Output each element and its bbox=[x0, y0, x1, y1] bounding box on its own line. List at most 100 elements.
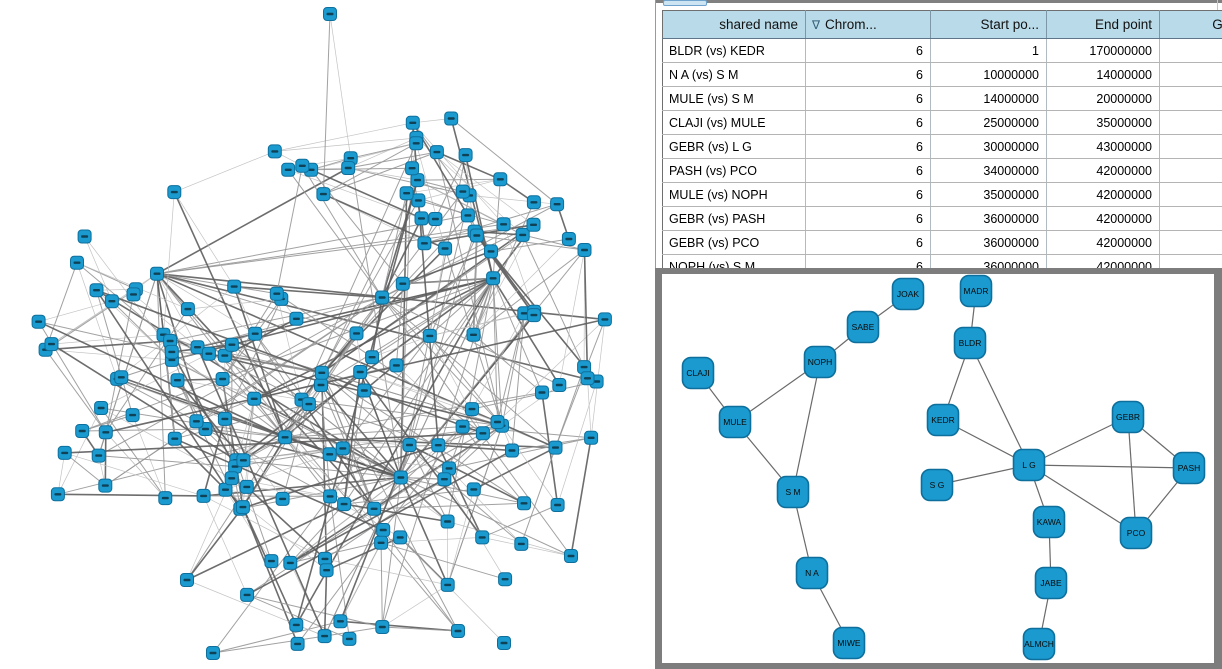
network-node[interactable] bbox=[493, 172, 508, 187]
network-node[interactable] bbox=[422, 328, 437, 343]
network-node[interactable] bbox=[201, 346, 216, 361]
network-node[interactable] bbox=[395, 276, 410, 291]
network-node[interactable] bbox=[376, 523, 391, 537]
network-node[interactable] bbox=[353, 365, 368, 379]
network-node[interactable] bbox=[150, 266, 164, 281]
network-node[interactable] bbox=[322, 447, 337, 462]
network-node[interactable] bbox=[517, 496, 531, 511]
network-node[interactable] bbox=[365, 350, 380, 365]
table-row[interactable]: MULE (vs) NOPH6350000004200000010.5 bbox=[662, 182, 1222, 207]
network-node[interactable] bbox=[498, 572, 513, 587]
table-row[interactable]: MULE (vs) S M614000000200000007.5 bbox=[662, 86, 1222, 111]
network-node[interactable] bbox=[301, 397, 316, 412]
network-node[interactable] bbox=[215, 372, 230, 386]
table-cell[interactable]: 35000000 bbox=[930, 182, 1047, 207]
network-node[interactable] bbox=[114, 370, 129, 385]
network-node[interactable] bbox=[428, 212, 443, 226]
node-SG[interactable]: S G bbox=[920, 468, 954, 502]
subnetwork-edge-LG-PASH[interactable] bbox=[1028, 464, 1190, 469]
network-node[interactable] bbox=[318, 551, 332, 566]
network-node[interactable] bbox=[94, 401, 109, 415]
network-node[interactable] bbox=[465, 402, 479, 417]
network-node[interactable] bbox=[98, 478, 113, 493]
network-node[interactable] bbox=[98, 425, 113, 440]
network-node[interactable] bbox=[405, 115, 420, 130]
network-node[interactable] bbox=[526, 217, 541, 232]
node-KAWA[interactable]: KAWA bbox=[1032, 505, 1066, 539]
network-node[interactable] bbox=[189, 414, 204, 429]
network-node[interactable] bbox=[269, 286, 284, 301]
node-MIWE[interactable]: MIWE bbox=[832, 626, 866, 660]
table-cell[interactable]: 170000000 bbox=[1046, 38, 1160, 63]
network-node[interactable] bbox=[206, 646, 220, 660]
network-node[interactable] bbox=[561, 232, 576, 246]
network-node[interactable] bbox=[431, 438, 446, 453]
network-node[interactable] bbox=[475, 530, 490, 545]
table-cell[interactable]: N A (vs) S M bbox=[662, 62, 806, 87]
network-node[interactable] bbox=[411, 193, 426, 208]
network-node[interactable] bbox=[484, 244, 498, 259]
network-node[interactable] bbox=[497, 636, 511, 650]
network-node[interactable] bbox=[429, 145, 444, 160]
network-node[interactable] bbox=[217, 348, 232, 363]
network-node[interactable] bbox=[409, 136, 424, 151]
network-node[interactable] bbox=[317, 629, 332, 644]
network-node[interactable] bbox=[70, 255, 84, 270]
network-node[interactable] bbox=[167, 431, 182, 446]
subnetwork-edge-BLDR-LG[interactable] bbox=[969, 342, 1030, 466]
table-row[interactable]: GEBR (vs) L G6300000004300000016.9 bbox=[662, 134, 1222, 159]
node-PCO[interactable]: PCO bbox=[1119, 516, 1153, 550]
node-MADR[interactable]: MADR bbox=[959, 274, 993, 308]
node-NOPH[interactable]: NOPH bbox=[803, 345, 837, 379]
node-JABE[interactable]: JABE bbox=[1034, 566, 1068, 600]
network-node[interactable] bbox=[475, 426, 490, 441]
network-node[interactable] bbox=[314, 378, 328, 392]
network-node[interactable] bbox=[417, 236, 432, 251]
table-cell[interactable]: 1 bbox=[930, 38, 1047, 63]
network-node[interactable] bbox=[248, 326, 263, 341]
table-cell[interactable]: 6 bbox=[805, 38, 931, 63]
node-KEDR[interactable]: KEDR bbox=[926, 403, 960, 437]
node-ALMCH[interactable]: ALMCH bbox=[1022, 627, 1056, 661]
table-cell[interactable]: BLDR (vs) KEDR bbox=[662, 38, 806, 63]
table-cell[interactable]: 35000000 bbox=[1046, 110, 1160, 135]
network-node[interactable] bbox=[275, 491, 290, 506]
network-node[interactable] bbox=[515, 227, 530, 242]
table-cell[interactable]: CLAJI (vs) MULE bbox=[662, 110, 806, 135]
network-node[interactable] bbox=[236, 453, 251, 468]
network-node[interactable] bbox=[217, 411, 232, 426]
network-node[interactable] bbox=[466, 327, 481, 342]
network-node[interactable] bbox=[375, 290, 390, 305]
network-node[interactable] bbox=[444, 111, 459, 126]
table-row[interactable]: N A (vs) S M610000000140000006.6 bbox=[662, 62, 1222, 87]
network-node[interactable] bbox=[440, 577, 455, 592]
network-node[interactable] bbox=[399, 186, 414, 201]
network-node[interactable] bbox=[535, 385, 549, 400]
network-node[interactable] bbox=[393, 470, 408, 485]
network-node[interactable] bbox=[514, 536, 529, 551]
subnetwork-edge-GEBR-PCO[interactable] bbox=[1127, 416, 1137, 534]
table-cell[interactable]: GEBR (vs) PASH bbox=[662, 206, 806, 231]
table-cell[interactable]: 25000000 bbox=[930, 110, 1047, 135]
network-node[interactable] bbox=[438, 241, 453, 256]
network-node[interactable] bbox=[240, 587, 255, 602]
network-node[interactable] bbox=[180, 573, 194, 587]
table-cell[interactable]: 6 bbox=[805, 182, 931, 207]
table-row[interactable]: GEBR (vs) PASH636000000420000008.9 bbox=[662, 206, 1222, 231]
network-node[interactable] bbox=[31, 314, 46, 329]
network-node[interactable] bbox=[281, 162, 296, 177]
network-node[interactable] bbox=[227, 279, 242, 294]
subnetwork-canvas[interactable]: JOAK MADR SABE BLDR NOPH CLAJI GEBR KEDR MULE L G… bbox=[662, 274, 1214, 663]
table-cell[interactable]: 6 bbox=[805, 110, 931, 135]
full-network-canvas[interactable] bbox=[0, 0, 655, 669]
network-node[interactable] bbox=[180, 302, 195, 317]
network-node[interactable] bbox=[283, 555, 298, 570]
network-node[interactable] bbox=[126, 287, 141, 302]
network-node[interactable] bbox=[341, 161, 356, 175]
subnetwork-edge-LG-GEBR[interactable] bbox=[1028, 416, 1129, 466]
table-cell[interactable]: 36000000 bbox=[930, 230, 1047, 255]
table-cell[interactable]: 16.9 bbox=[1159, 134, 1222, 159]
network-node[interactable] bbox=[410, 173, 425, 188]
network-node[interactable] bbox=[469, 228, 484, 243]
table-cell[interactable]: 42000000 bbox=[1046, 158, 1160, 183]
